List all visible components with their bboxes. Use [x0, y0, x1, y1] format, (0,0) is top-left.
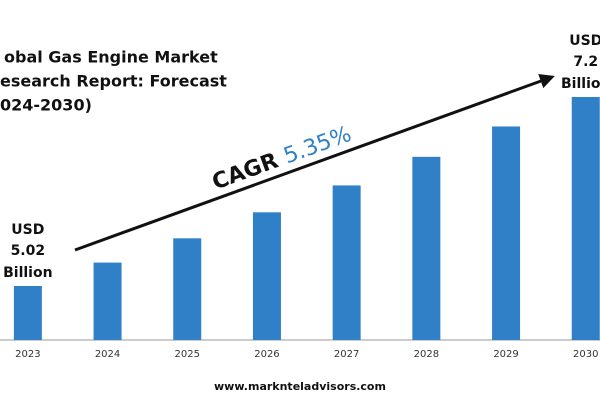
x-tick-label: 2027	[334, 349, 359, 360]
value-suffix: Billion	[3, 265, 52, 281]
bar	[252, 212, 281, 340]
bar	[93, 262, 122, 340]
value-label: 7.2	[573, 54, 598, 70]
x-tick-label: 2024	[95, 349, 120, 360]
x-tick-label: 2023	[15, 349, 40, 360]
footer: www.marknteladvisors.com	[214, 380, 386, 393]
chart-title: esearch Report: Forecast	[0, 72, 227, 91]
bar	[13, 286, 42, 340]
x-tick-label: 2025	[175, 349, 200, 360]
cagr-arrow	[74, 74, 555, 252]
value-label: 5.02	[11, 243, 46, 259]
bar	[412, 156, 441, 340]
x-tick-label: 2029	[493, 349, 518, 360]
value-suffix: Billion	[561, 76, 600, 92]
value-prefix: USD	[569, 33, 600, 49]
chart-title: obal Gas Engine Market	[4, 48, 218, 67]
bar	[492, 126, 521, 340]
x-tick-label: 2028	[414, 349, 439, 360]
value-prefix: USD	[11, 222, 44, 238]
bar	[332, 185, 361, 340]
x-tick-label: 2030	[573, 349, 598, 360]
chart-title: 024-2030)	[0, 96, 92, 115]
x-tick-label: 2026	[254, 349, 279, 360]
bar	[173, 238, 202, 340]
bar	[571, 97, 600, 340]
